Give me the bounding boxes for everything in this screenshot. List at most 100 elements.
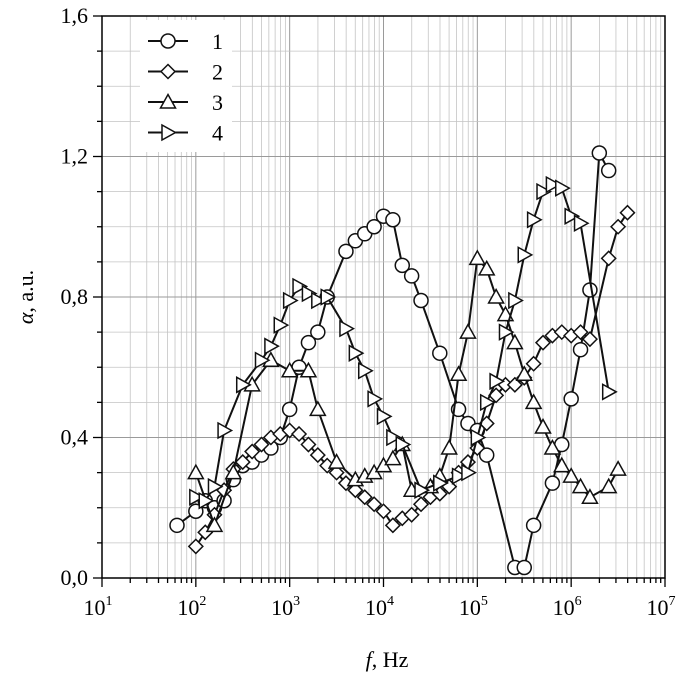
- data-point-series-3: [384, 449, 402, 466]
- x-tick-base: 10: [365, 595, 387, 620]
- data-point-series-3: [515, 365, 534, 382]
- x-tick-label: 105: [459, 594, 488, 620]
- legend-label: 4: [212, 121, 223, 146]
- data-point-series-2: [356, 489, 373, 506]
- data-point-series-4: [498, 323, 515, 341]
- data-point-series-1: [516, 559, 532, 576]
- data-point-series-2: [300, 436, 317, 453]
- data-point-series-2: [309, 447, 326, 464]
- y-axis-unit: , a.u.: [13, 270, 38, 313]
- data-point-series-2: [572, 324, 589, 341]
- data-point-series-2: [384, 517, 401, 534]
- legend-label: 2: [212, 60, 223, 85]
- data-point-series-3: [543, 438, 562, 455]
- data-point-series-2: [366, 496, 383, 513]
- data-point-series-4: [254, 351, 271, 369]
- data-point-series-2: [375, 503, 392, 520]
- legend-marker: [159, 63, 177, 80]
- data-point-series-1: [394, 257, 411, 274]
- legend-marker: [159, 92, 177, 109]
- data-point-series-4: [207, 477, 224, 496]
- data-point-series-2: [412, 496, 430, 513]
- x-tick-exponent: 2: [199, 594, 206, 609]
- x-tick-labels: 101 102 103 104 105 106 107: [84, 594, 676, 620]
- data-point-series-4: [517, 246, 534, 264]
- data-point-series-4: [311, 291, 327, 310]
- data-point-series-4: [386, 428, 402, 447]
- data-point-series-3: [562, 467, 580, 483]
- data-point-series-4: [451, 467, 468, 485]
- data-point-series-4: [573, 214, 590, 233]
- y-tick-label: 0,4: [61, 425, 89, 450]
- data-point-series-4: [189, 488, 205, 506]
- data-point-series-4: [292, 277, 309, 296]
- data-point-series-3: [487, 287, 505, 304]
- data-point-series-4: [264, 337, 280, 355]
- x-tick-exponent: 7: [669, 594, 676, 609]
- data-point-series-3: [187, 463, 205, 480]
- data-point-series-4: [508, 291, 524, 310]
- series-layer: [169, 145, 636, 576]
- x-tick-base: 10: [177, 595, 199, 620]
- y-tick-label: 0,8: [61, 284, 89, 309]
- data-point-series-1: [338, 243, 354, 260]
- y-axis-title: α, a.u.: [13, 270, 38, 324]
- data-point-series-3: [609, 460, 627, 476]
- data-point-series-4: [376, 407, 393, 426]
- data-point-series-1: [310, 324, 326, 340]
- x-tick-base: 10: [84, 595, 106, 620]
- x-tick-label: 106: [553, 594, 582, 620]
- x-axis-title: f, Hz: [366, 647, 409, 672]
- y-tick-label: 0,0: [61, 565, 89, 590]
- data-point-series-4: [414, 481, 431, 499]
- data-point-series-2: [619, 204, 636, 221]
- data-point-series-4: [235, 376, 252, 394]
- data-point-series-4: [198, 491, 215, 510]
- data-point-series-2: [506, 376, 523, 393]
- data-point-series-1: [544, 475, 561, 491]
- y-axis-symbol: α: [13, 312, 38, 324]
- x-tick-exponent: 5: [481, 594, 488, 609]
- data-point-series-4: [564, 207, 581, 225]
- data-point-series-3: [280, 361, 299, 378]
- data-point-series-4: [320, 288, 337, 306]
- data-point-series-4: [555, 179, 571, 197]
- data-point-series-3: [468, 249, 487, 266]
- data-point-series-2: [581, 331, 598, 348]
- data-point-series-4: [273, 316, 290, 334]
- data-point-series-4: [489, 372, 506, 391]
- data-point-series-3: [534, 417, 552, 434]
- x-tick-base: 10: [459, 595, 481, 620]
- data-point-series-2: [403, 506, 420, 523]
- data-point-series-3: [599, 477, 618, 494]
- x-axis-symbol: f: [366, 647, 375, 672]
- data-point-series-4: [357, 361, 374, 380]
- axis-ticks: [93, 15, 666, 587]
- data-point-series-2: [534, 334, 552, 351]
- data-point-series-2: [244, 443, 261, 460]
- legend-marker: [160, 33, 176, 49]
- x-axis-unit: , Hz: [372, 647, 409, 672]
- x-tick-exponent: 4: [387, 594, 394, 609]
- data-point-series-4: [301, 284, 318, 303]
- data-point-series-4: [282, 291, 299, 310]
- legend-label: 3: [212, 90, 223, 115]
- x-tick-base: 10: [553, 595, 575, 620]
- data-point-series-1: [432, 345, 448, 361]
- data-point-series-4: [367, 390, 384, 408]
- x-tick-label: 104: [365, 594, 394, 620]
- data-point-series-4: [479, 393, 496, 412]
- legend-item: 2: [148, 60, 223, 85]
- legend-item: 3: [148, 90, 223, 115]
- data-point-series-3: [553, 456, 571, 473]
- y-tick-label: 1,2: [61, 144, 89, 169]
- x-tick-exponent: 3: [293, 594, 300, 609]
- data-point-series-1: [366, 219, 382, 235]
- y-tick-labels: 0,0 0,4 0,8 1,2 1,6: [61, 3, 89, 590]
- data-point-series-2: [234, 454, 251, 471]
- data-point-series-4: [470, 428, 487, 447]
- x-tick-label: 103: [271, 594, 300, 620]
- data-point-series-4: [217, 421, 234, 440]
- x-tick-label: 101: [84, 594, 113, 620]
